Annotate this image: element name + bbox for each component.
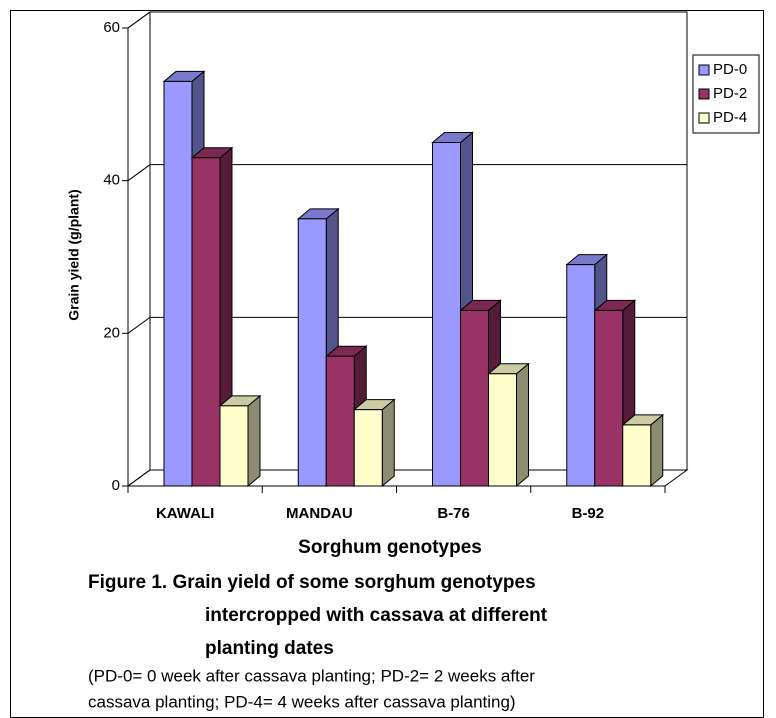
legend-swatch [698,112,710,124]
side-wall [127,11,151,487]
bar [325,355,355,487]
bar [594,309,624,487]
bar [622,424,652,487]
caption-line: Figure 1. Grain yield of some sorghum ge… [88,572,536,593]
y-tick-label: 60 [103,19,120,36]
caption-line: planting dates [205,638,334,659]
legend-swatch [698,64,710,76]
grid-line [127,316,687,334]
bar [566,264,596,487]
y-tick-label: 40 [103,172,120,189]
bar [163,80,193,487]
bar [191,157,221,487]
bar [460,309,489,487]
bar [353,409,383,487]
bar [432,142,461,487]
grid-line [127,164,687,182]
x-tick-label: B-92 [572,505,605,522]
bar-side [381,398,395,488]
x-tick-label: KAWALI [156,505,214,522]
bar [219,405,249,487]
y-axis-label: Grain yield (g/plant) [66,189,82,320]
note-line: (PD-0= 0 week after cassava planting; PD… [88,666,535,685]
caption-line: intercropped with cassava at different [205,605,548,626]
x-tick-label: MANDAU [286,505,353,522]
y-tick-label: 0 [112,477,120,494]
bar-side [650,413,664,488]
grid-line [127,11,687,29]
note-line: cassava planting; PD-4= 4 weeks after ca… [88,692,516,711]
y-tick-label: 20 [103,324,120,341]
legend-swatch [698,88,710,100]
legend-label: PD-0 [713,61,747,78]
bar [488,373,517,487]
legend-label: PD-4 [713,109,747,126]
bar-side [516,362,529,488]
x-axis-label: Sorghum genotypes [298,537,482,558]
x-tick-label: B-76 [437,505,470,522]
bar [297,218,327,487]
legend-label: PD-2 [713,85,747,102]
bar-side [247,394,261,488]
